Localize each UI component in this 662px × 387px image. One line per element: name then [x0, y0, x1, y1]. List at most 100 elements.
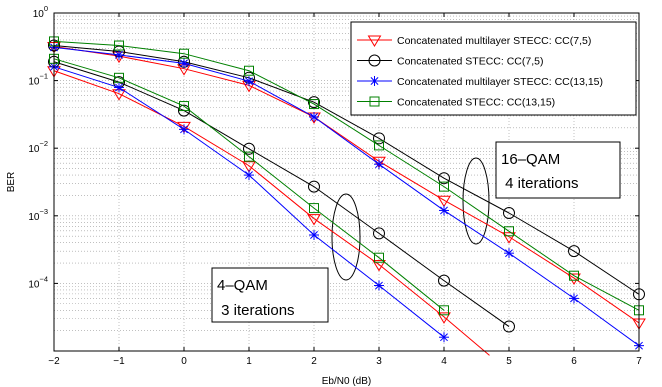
- data-point: [307, 214, 321, 226]
- y-tick-label: 10−3: [28, 207, 48, 223]
- series-line: [53, 40, 640, 311]
- data-point: [568, 245, 580, 258]
- data-point: [244, 170, 254, 181]
- data-point: [569, 293, 579, 304]
- x-tick-label: −2: [48, 356, 60, 367]
- series-16-qam-3: [49, 36, 644, 316]
- y-tick-label: 10−1: [28, 72, 48, 88]
- data-point: [244, 76, 254, 87]
- annotation-16qam: 16–QAM 4 iterations: [495, 141, 621, 199]
- data-point: [179, 48, 189, 59]
- data-point: [503, 207, 515, 220]
- y-tick-label: 10−4: [28, 274, 48, 290]
- data-point: [179, 101, 189, 112]
- annotation-4qam-box: [211, 267, 329, 323]
- plot-frame: [53, 12, 640, 352]
- data-point: [309, 111, 319, 122]
- data-point: [244, 151, 254, 162]
- data-point: [179, 124, 189, 135]
- x-tick-label: 6: [571, 356, 577, 367]
- series-16-qam-0: [47, 41, 646, 330]
- data-point: [439, 305, 449, 316]
- series-line: [53, 61, 510, 327]
- data-point: [244, 65, 254, 76]
- x-tick-label: 5: [506, 356, 512, 367]
- ellipse-4qam: [331, 193, 361, 281]
- series-line: [53, 58, 445, 311]
- data-point: [308, 180, 320, 193]
- series-line: [53, 45, 640, 295]
- x-axis-label: Eb/N0 (dB): [322, 376, 371, 387]
- annotation-16qam-line1: 16–QAM: [501, 151, 560, 168]
- data-point: [308, 96, 320, 109]
- series-line: [53, 45, 640, 324]
- annotation-4qam: 4–QAM 3 iterations: [211, 267, 329, 323]
- data-point: [437, 312, 451, 324]
- data-point: [309, 99, 319, 110]
- data-point: [114, 49, 124, 60]
- data-point: [504, 248, 514, 259]
- data-point: [504, 226, 514, 237]
- x-tick-label: 7: [636, 356, 642, 367]
- data-point: [114, 40, 124, 51]
- y-axis-label: BER: [6, 172, 17, 193]
- data-point: [438, 172, 450, 185]
- series-4-qam-7: [49, 53, 449, 316]
- data-point: [114, 72, 124, 83]
- annotation-4qam-line1: 4–QAM: [217, 277, 268, 294]
- data-point: [242, 161, 256, 173]
- data-point: [437, 195, 451, 208]
- axis-ticks: −2 −1 0 1 2 3 4 5 6 7 100 10−1 10−2 10−3 10−4: [28, 4, 642, 367]
- ellipse-16qam: [462, 157, 490, 245]
- series-line: [53, 70, 490, 356]
- y-tick-label: 10−2: [28, 139, 48, 155]
- data-point: [503, 320, 515, 333]
- data-point: [372, 260, 386, 272]
- data-point: [309, 203, 319, 214]
- legend-label: Concatenated multilayer STECC: CC(13,15): [397, 76, 603, 88]
- legend-entry: Concatenated multilayer STECC: CC(13,15): [357, 76, 603, 88]
- series-4-qam-6: [49, 61, 449, 343]
- data-point: [438, 274, 450, 287]
- data-point: [569, 270, 579, 281]
- data-point: [243, 142, 255, 155]
- data-point: [567, 273, 581, 286]
- x-tick-label: 0: [181, 356, 187, 367]
- legend: Concatenated multilayer STECC: CC(7,5) Co…: [350, 21, 637, 116]
- data-point: [179, 58, 189, 69]
- data-point: [439, 205, 449, 216]
- legend-box: [350, 21, 637, 116]
- series-line: [53, 46, 640, 347]
- legend-marker: [369, 96, 380, 107]
- x-tick-label: 4: [441, 356, 447, 367]
- x-tick-label: 1: [246, 356, 252, 367]
- data-point: [309, 229, 319, 240]
- group-ellipses: [331, 157, 490, 281]
- annotation-16qam-line2: 4 iterations: [501, 175, 579, 192]
- x-tick-label: 3: [376, 356, 382, 367]
- data-point: [374, 280, 384, 291]
- x-tick-label: 2: [311, 356, 317, 367]
- data-point: [374, 140, 384, 151]
- data-point: [374, 252, 384, 263]
- x-tick-label: −1: [113, 356, 125, 367]
- legend-label: Concatenated STECC: CC(7,5): [397, 56, 543, 68]
- series: [47, 36, 646, 356]
- legend-entry: Concatenated multilayer STECC: CC(7,5): [357, 35, 591, 47]
- annotation-4qam-line2: 3 iterations: [217, 302, 295, 319]
- data-point: [373, 132, 385, 145]
- legend-label: Concatenated multilayer STECC: CC(7,5): [397, 35, 591, 47]
- annotation-16qam-box: [495, 141, 621, 199]
- legend-label: Concatenated STECC: CC(13,15): [397, 97, 555, 109]
- legend-marker: [368, 54, 381, 67]
- data-point: [114, 82, 124, 93]
- legend-marker: [369, 76, 380, 86]
- y-tick-label: 100: [33, 4, 48, 20]
- data-point: [502, 232, 516, 244]
- data-point: [439, 332, 449, 343]
- data-point: [439, 181, 449, 192]
- legend-entry: Concatenated STECC: CC(13,15): [357, 96, 555, 109]
- data-point: [374, 159, 384, 170]
- legend-marker: [367, 35, 382, 47]
